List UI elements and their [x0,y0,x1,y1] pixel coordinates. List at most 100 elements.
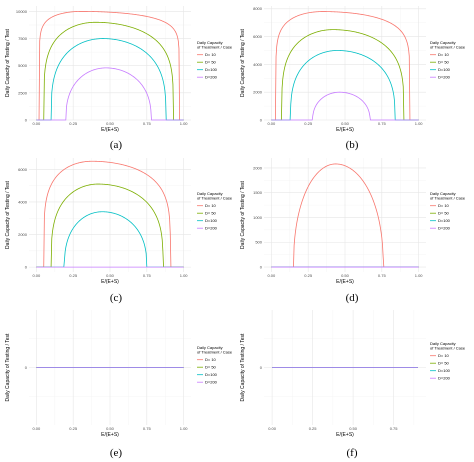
legend-label: D= 50 [438,361,450,366]
x-axis-label: E/(E+S) [101,127,119,133]
x-tick-label: 0.50 [106,426,115,431]
legend-label: D= 10 [438,203,450,208]
y-tick-label: 1000 [253,215,263,220]
legend-label: D=200 [438,226,451,231]
x-tick-label: 0.00 [267,273,276,278]
panel-label: (d) [346,292,359,304]
legend-title-line-2: of Treatment / Case [197,350,233,355]
panel-label: (b) [346,139,359,151]
legend-title-line-1: Daily Capacity [197,40,223,45]
y-tick-label: 500 [255,240,262,245]
chart-panel-6: 0.00 0.25 0.50 0.75 0 E/(E+S) Daily Capacity o… [240,310,466,459]
y-tick-label: 4000 [18,199,28,204]
series-line-d200 [36,67,184,121]
legend-title-line-2: of Treatment / Case [430,346,466,351]
y-tick-label: 2500 [18,90,28,95]
series-line-d100 [271,50,419,121]
y-tick-label: 0 [25,265,28,270]
legend-label: D=200 [438,376,451,381]
x-tick-label: 0.25 [69,273,78,278]
legend-label: D=100 [438,67,451,72]
legend-title-line-1: Daily Capacity [430,341,456,346]
y-tick-label: 6000 [253,34,263,39]
x-axis-label: E/(E+S) [336,127,354,133]
series-line-d50 [271,29,419,121]
legend-label: D= 50 [205,211,217,216]
y-tick-label: 8000 [253,6,263,11]
legend-title-line-2: of Treatment / Case [430,45,466,50]
legend-label: D= 10 [205,357,217,362]
legend-label: D= 10 [205,52,217,57]
series-line-d50 [36,183,184,268]
y-axis-label: Daily Capacity of Testing / Test [240,28,246,97]
x-tick-label: 0.50 [106,273,115,278]
y-tick-label: 0 [260,264,263,269]
panel-label: (f) [347,447,358,459]
legend-label: D=200 [438,75,451,80]
x-axis-label: E/(E+S) [101,279,119,285]
legend-label: D=100 [205,67,218,72]
chart-panel-5: 0.00 0.25 0.50 0.75 1.00 0 E/(E+S) Daily Capaci… [5,310,233,459]
x-tick-label: 0.75 [143,426,152,431]
y-tick-label: 5000 [18,63,28,68]
chart-panel-3: 0.00 0.25 0.50 0.75 1.00 0 2000 4000 6000 E/(E+S)… [5,158,233,304]
legend-label: D=200 [205,75,218,80]
x-tick-label: 0.50 [106,121,115,126]
series-line-d10 [36,160,184,268]
y-tick-label: 7500 [18,36,28,41]
legend-title-line-1: Daily Capacity [197,191,223,196]
x-tick-label: 0.50 [341,273,350,278]
x-tick-label: 0.50 [341,121,350,126]
legend-label: D=100 [438,368,451,373]
series-line-d10 [36,11,184,121]
legend-label: D= 50 [438,211,450,216]
x-tick-label: 1.00 [180,273,189,278]
x-tick-label: 0.00 [32,426,41,431]
y-tick-label: 1500 [253,190,263,195]
x-tick-label: 1.00 [180,121,189,126]
y-axis-label: Daily Capacity of Testing / Test [240,333,246,402]
x-axis-label: E/(E+S) [101,432,119,438]
legend-label: D=200 [205,380,218,385]
y-tick-label: 2000 [253,90,263,95]
series-line-d200 [271,91,419,121]
legend-label: D= 50 [205,365,217,370]
x-tick-label: 0.00 [268,426,277,431]
legend-title-line-2: of Treatment / Case [430,196,466,201]
y-tick-label: 0 [25,117,28,122]
legend-title-line-1: Daily Capacity [197,345,223,350]
chart-panel-4: 0.00 0.25 0.50 0.75 1.00 0 500 1000 1500 2000 E/(E… [240,158,466,304]
y-tick-label: 0 [260,365,263,370]
legend-label: D=100 [205,372,218,377]
y-tick-label: 6000 [18,167,28,172]
series-line-d50 [36,21,184,121]
y-tick-label: 10000 [16,9,28,14]
x-tick-label: 1.00 [180,426,189,431]
legend-title-line-1: Daily Capacity [430,40,456,45]
legend-title-line-1: Daily Capacity [430,191,456,196]
x-tick-label: 0.00 [32,121,41,126]
x-tick-label: 0.00 [32,273,41,278]
legend-label: D=100 [438,218,451,223]
y-tick-label: 0 [260,117,263,122]
x-tick-label: 0.75 [143,273,152,278]
chart-panel-1: 0.00 0.25 0.50 0.75 1.00 0 2500 5000 7500 10000 E/… [5,6,233,151]
legend-label: D= 10 [438,52,450,57]
x-tick-label: 0.25 [304,121,313,126]
x-axis-label: E/(E+S) [336,432,354,438]
legend-label: D=100 [205,218,218,223]
chart-panel-2: 0.00 0.25 0.50 0.75 1.00 0 2000 4000 6000 8000 E/(… [240,6,466,151]
x-axis-label: E/(E+S) [336,279,354,285]
y-axis-label: Daily Capacity of Testing / Test [5,333,11,402]
legend-label: D=200 [205,226,218,231]
x-tick-label: 0.25 [69,426,78,431]
legend-label: D= 50 [438,60,450,65]
panel-label: (e) [110,447,123,459]
x-tick-label: 0.25 [309,426,318,431]
